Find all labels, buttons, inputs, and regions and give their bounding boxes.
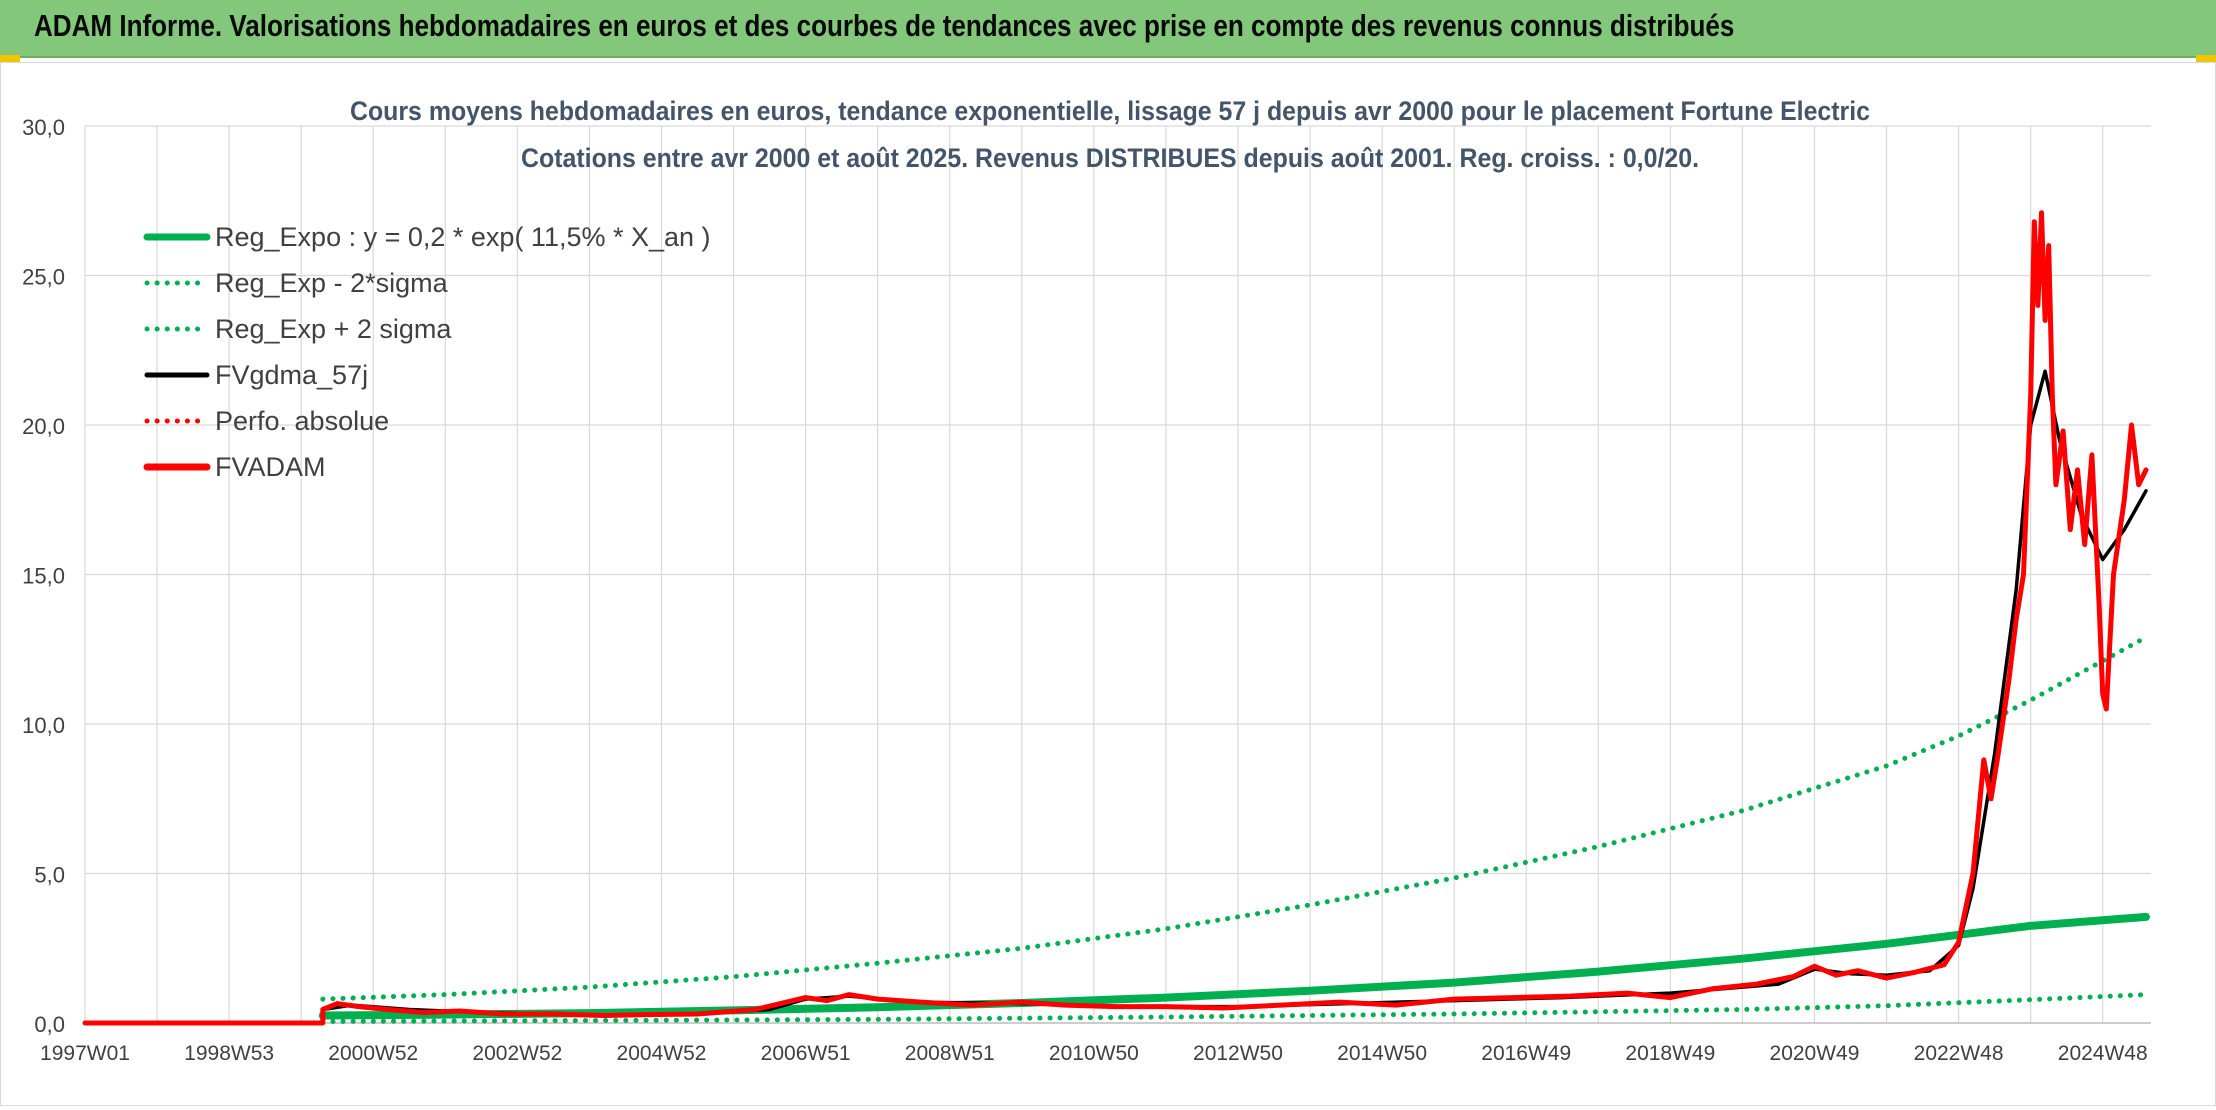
legend-label: Reg_Expo : y = 0,2 * exp( 11,5% * X_an ) xyxy=(215,222,711,252)
x-tick-label: 2008W51 xyxy=(905,1042,995,1065)
legend-label: Reg_Exp + 2 sigma xyxy=(215,314,452,344)
x-tick-label: 2024W48 xyxy=(2058,1042,2148,1065)
legend-label: Reg_Exp - 2*sigma xyxy=(215,268,449,298)
line-chart: 0,0 5,0 10,0 15,0 20,0 25,0 30,0 1997W01 1998W53… xyxy=(22,96,2151,1065)
legend-label: FVADAM xyxy=(215,452,326,482)
y-tick-label: 20,0 xyxy=(22,414,65,439)
corner-marker-right xyxy=(2196,55,2216,62)
x-tick-label: 2000W52 xyxy=(328,1042,418,1065)
y-tick-label: 25,0 xyxy=(22,265,65,290)
x-tick-label: 2010W50 xyxy=(1049,1042,1139,1065)
legend-label: Perfo. absolue xyxy=(215,406,389,436)
x-tick-label: 2016W49 xyxy=(1481,1042,1571,1065)
y-tick-label: 5,0 xyxy=(34,863,65,888)
report-banner: ADAM Informe. Valorisations hebdomadaire… xyxy=(0,0,2216,58)
x-tick-label: 2022W48 xyxy=(1914,1042,2004,1065)
grid xyxy=(84,125,2151,1024)
x-tick-label: 2006W51 xyxy=(761,1042,851,1065)
x-tick-label: 2018W49 xyxy=(1625,1042,1715,1065)
series-line-4 xyxy=(83,369,2148,1025)
corner-marker-left xyxy=(0,55,20,62)
chart-area: 0,0 5,0 10,0 15,0 20,0 25,0 30,0 1997W01 1998W53… xyxy=(0,62,2216,1106)
axes: 0,0 5,0 10,0 15,0 20,0 25,0 30,0 1997W01 1998W53… xyxy=(22,115,2151,1065)
x-tick-label: 2012W50 xyxy=(1193,1042,1283,1065)
x-tick-label: 1998W53 xyxy=(184,1042,274,1065)
series-line-3 xyxy=(320,634,2149,1002)
x-tick-label: 2014W50 xyxy=(1337,1042,1427,1065)
x-tick-label: 1997W01 xyxy=(40,1042,130,1065)
y-tick-label: 10,0 xyxy=(22,713,65,738)
series-lines xyxy=(82,210,2150,1026)
series-line-2 xyxy=(320,992,2149,1024)
x-tick-label: 2004W52 xyxy=(617,1042,707,1065)
y-tick-label: 0,0 xyxy=(34,1012,65,1037)
legend-label: FVgdma_57j xyxy=(215,360,368,390)
series-line-1 xyxy=(318,912,2150,1020)
legend: Reg_Expo : y = 0,2 * exp( 11,5% * X_an )… xyxy=(143,222,711,482)
y-tick-label: 15,0 xyxy=(22,564,65,589)
x-tick-label: 2002W52 xyxy=(472,1042,562,1065)
series-line-6 xyxy=(82,210,2149,1026)
chart-subtitle: Cotations entre avr 2000 et août 2025. R… xyxy=(521,143,1699,173)
chart-title: Cours moyens hebdomadaires en euros, ten… xyxy=(350,96,1870,126)
x-tick-label: 2020W49 xyxy=(1770,1042,1860,1065)
report-title: ADAM Informe. Valorisations hebdomadaire… xyxy=(34,8,1735,43)
y-tick-label: 30,0 xyxy=(22,115,65,140)
